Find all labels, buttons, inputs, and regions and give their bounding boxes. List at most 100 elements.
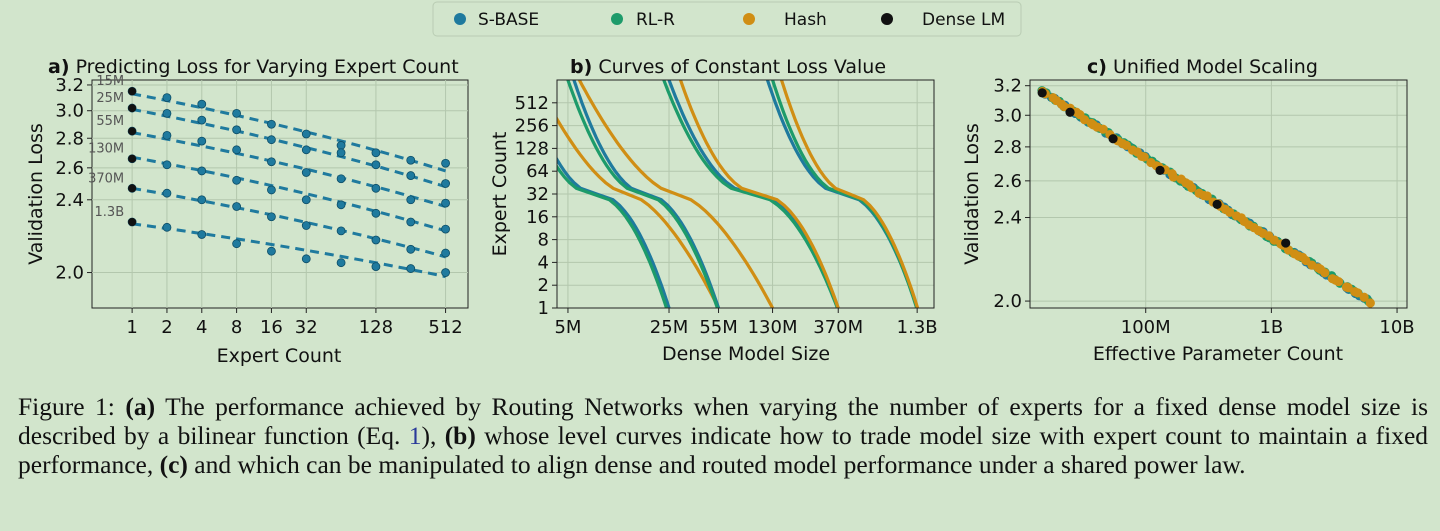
xtick-label-25M: 25M: [650, 317, 688, 338]
level-curve-2-Hash: [577, 80, 775, 308]
caption-label: Figure 1:: [18, 392, 115, 421]
curve-label-1.3B: 1.3B: [95, 205, 125, 220]
point-55M-4: [197, 136, 207, 146]
point-15M-128: [371, 148, 381, 158]
panel-b-curves: [557, 80, 920, 308]
panel-a-ylabel: Validation Loss: [25, 123, 47, 265]
xtick-label-5M: 5M: [554, 317, 581, 338]
ytick-label-128: 128: [515, 138, 549, 159]
unified-dense-point-0: [1037, 88, 1047, 98]
point-25M-2: [162, 108, 172, 118]
panel-a-fit-lines: [131, 92, 447, 279]
panel-b-title: b) Curves of Constant Loss Value: [570, 56, 886, 78]
unified-point-hash-63: [1333, 276, 1344, 287]
panel-c: c) Unified Model Scaling 100M 1B 10B 2.02.…: [961, 56, 1415, 365]
xtick-label-1B: 1B: [1259, 317, 1283, 338]
figure: S-BASE RL-R Hash Dense LM a) Predicting …: [25, 1, 1415, 367]
point-130M-2: [162, 160, 172, 170]
point-55M-128: [371, 183, 381, 193]
point-55M-256: [406, 195, 416, 205]
xtick-label-55M: 55M: [699, 317, 737, 338]
ytick-label-2.8: 2.8: [993, 137, 1022, 158]
ytick-label-3: 3.0: [55, 101, 84, 122]
panel-a-label: a): [48, 56, 70, 78]
point-130M-4: [197, 166, 207, 176]
level-curve-3-RL-R: [662, 80, 839, 308]
point-55M-64: [336, 174, 346, 184]
point-25M-256: [406, 171, 416, 180]
panel-c-label: c): [1087, 56, 1107, 78]
unified-dense-point-3: [1155, 165, 1165, 175]
curve-label-130M: 130M: [88, 142, 124, 157]
point-130M-256: [406, 217, 416, 227]
unified-point-hash-67: [1352, 288, 1363, 298]
dense-point-130M: [128, 154, 137, 163]
panel-b: b) Curves of Constant Loss Value 5M 25M 55…: [489, 56, 938, 365]
legend: S-BASE RL-R Hash Dense LM: [432, 1, 1022, 37]
ytick-label-4: 4: [538, 252, 549, 273]
xtick-label-2: 2: [161, 317, 172, 338]
point-55M-8: [232, 145, 242, 155]
panel-a-title: a) Predicting Loss for Varying Expert Co…: [48, 56, 459, 78]
point-370M-128: [371, 235, 381, 245]
xtick-label-4: 4: [196, 317, 207, 338]
point-1.3B-8: [232, 239, 242, 249]
point-15M-256: [406, 155, 416, 165]
point-55M-16: [267, 157, 276, 167]
panel-b-ylabel: Expert Count: [489, 132, 511, 257]
unified-point-hash-35: [1202, 191, 1212, 201]
xtick-label-10B: 10B: [1379, 317, 1414, 338]
point-25M-128: [371, 160, 381, 170]
point-370M-16: [267, 212, 276, 222]
curve-label-370M: 370M: [88, 171, 124, 186]
ytick-label-2.6: 2.6: [993, 171, 1022, 192]
point-130M-16: [267, 185, 276, 195]
point-15M-4: [197, 99, 207, 109]
ytick-label-16: 16: [526, 207, 549, 228]
point-1.3B-128: [371, 262, 381, 272]
figure-caption: Figure 1: (a) The performance achieved b…: [18, 392, 1428, 479]
ytick-label-8: 8: [538, 230, 549, 251]
unified-point-hash-69: [1365, 298, 1375, 308]
legend-label-s-base: S-BASE: [478, 10, 539, 30]
caption-text-3: whose level curves indicate how to trade…: [18, 421, 1429, 479]
point-1.3B-256: [406, 264, 416, 273]
panel-a-title-text: Predicting Loss for Varying Expert Count: [76, 56, 459, 78]
unified-point-hash-22: [1139, 152, 1149, 162]
ytick-label-3.2: 3.2: [993, 76, 1022, 97]
dense-point-25M: [128, 104, 137, 113]
panel-a-y-ticks: 2.0 2.4 2.6 2.8 3.0 3.2: [55, 75, 92, 284]
panel-b-title-text: Curves of Constant Loss Value: [598, 56, 886, 78]
point-15M-32: [301, 129, 311, 139]
panel-b-x-ticks: 5M 25M 55M 130M 370M 1.3B: [554, 308, 938, 338]
unified-dense-point-2: [1108, 134, 1118, 144]
point-1.3B-2: [162, 222, 172, 232]
point-130M-512: [441, 224, 450, 234]
xtick-label-128: 128: [359, 317, 393, 338]
panel-a-axes: [91, 79, 469, 309]
panel-c-x-ticks: 100M 1B 10B: [1121, 308, 1415, 338]
panel-b-xlabel: Dense Model Size: [662, 343, 830, 365]
caption-marker-c: (c): [159, 450, 188, 479]
legend-label-dense-lm: Dense LM: [922, 10, 1005, 30]
caption-eq-ref[interactable]: 1: [408, 421, 422, 450]
panel-a-curve-labels: 15M 25M 55M 130M 370M 1.3B: [88, 74, 124, 220]
legend-marker-hash: [743, 13, 755, 25]
fit-line-15M: [131, 92, 447, 173]
xtick-label-16: 16: [260, 317, 283, 338]
point-130M-64: [336, 200, 346, 210]
panel-c-title-text: Unified Model Scaling: [1113, 56, 1318, 78]
unified-point-hash-28: [1168, 172, 1179, 182]
point-1.3B-32: [301, 254, 311, 264]
level-curve-1-RL-R: [557, 164, 669, 308]
point-370M-32: [301, 221, 311, 230]
ytick-label-2: 2.0: [993, 291, 1022, 312]
panel-a-x-ticks: 1 2 4 8 16 32 128 512: [126, 308, 463, 338]
curve-label-55M: 55M: [96, 114, 124, 129]
fit-line-1.3B: [131, 222, 446, 279]
ytick-label-1: 1: [538, 298, 549, 319]
point-25M-512: [441, 179, 450, 188]
xtick-label-8: 8: [231, 317, 242, 338]
ytick-label-2.6: 2.6: [55, 158, 84, 179]
xtick-label-130M: 130M: [748, 317, 798, 338]
